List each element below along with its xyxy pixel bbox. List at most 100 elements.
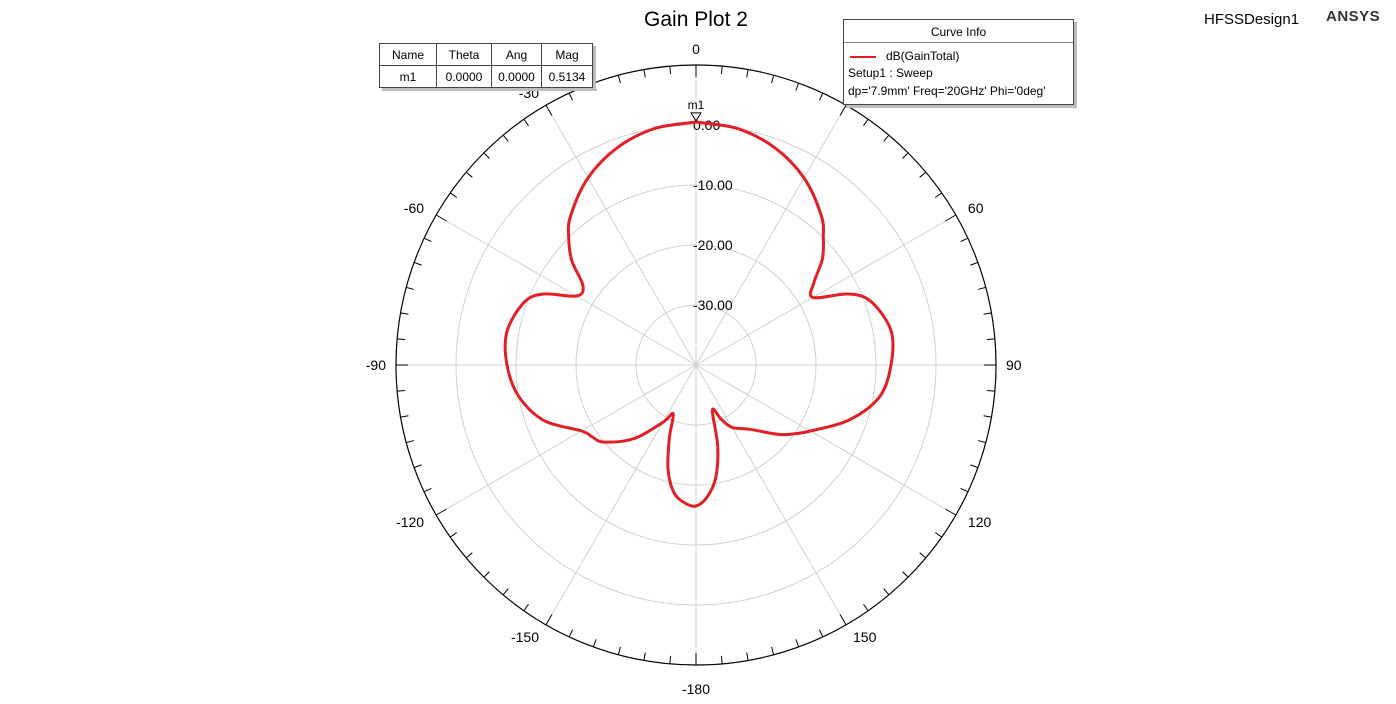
angle-tick (449, 192, 458, 198)
angle-tick (617, 75, 621, 84)
angle-tick-label: 0 (692, 41, 700, 57)
marker-label: m1 (688, 98, 705, 112)
angle-tick (839, 104, 847, 116)
marker-header-ang: Ang (491, 43, 542, 66)
angle-tick (545, 614, 553, 626)
angle-tick (617, 646, 621, 655)
radial-tick-label: -20.00 (693, 237, 733, 253)
angle-tick (746, 652, 749, 661)
angle-tick (945, 214, 957, 222)
curve-info-legend: Curve Info dB(GainTotal) Setup1 : Sweep … (843, 19, 1074, 105)
angle-tick (465, 171, 473, 178)
angle-tick (986, 338, 995, 341)
angle-tick (863, 603, 869, 612)
marker-header-name: Name (379, 43, 437, 66)
angle-tick (883, 134, 890, 142)
angle-tick (818, 92, 824, 101)
angle-tick (449, 532, 458, 538)
marker-table-header: Name Theta Ang Mag (379, 43, 593, 66)
grid-circle (455, 124, 937, 606)
angle-tick (523, 603, 529, 612)
angle-tick (983, 312, 992, 315)
angle-tick (435, 214, 447, 222)
angle-tick (945, 508, 957, 516)
angle-tick-label: 120 (968, 514, 992, 530)
grid-spoke (695, 364, 946, 510)
angle-tick (397, 389, 406, 392)
angle-tick (643, 652, 646, 661)
grid-spoke (695, 220, 946, 366)
angle-tick (883, 588, 890, 596)
angle-tick-label: -90 (366, 357, 386, 373)
legend-title: Curve Info (844, 20, 1073, 43)
angle-tick-label: 150 (853, 629, 877, 645)
angle-tick-label: -30 (519, 85, 539, 101)
angle-tick (406, 440, 415, 444)
angle-tick (720, 66, 723, 75)
angle-tick (502, 134, 509, 142)
angle-tick-label: -150 (511, 629, 539, 645)
angle-tick (483, 571, 490, 578)
angle-tick (423, 237, 432, 243)
angle-tick (839, 614, 847, 626)
marker-table: Name Theta Ang Mag m1 0.0000 0.0000 0.51… (379, 43, 593, 88)
angle-tick (465, 552, 473, 559)
angle-tick (406, 286, 415, 290)
legend-swatch (850, 56, 876, 58)
chart-title: Gain Plot 2 (644, 8, 748, 31)
angle-tick-label: -60 (404, 200, 424, 216)
angle-tick (423, 487, 432, 493)
angle-tick (568, 92, 574, 101)
angle-tick (863, 118, 869, 127)
legend-entry-name: dB(GainTotal) (886, 49, 960, 63)
angle-tick-label: 90 (1006, 357, 1022, 373)
radial-tick-label: -10.00 (693, 177, 733, 193)
series-line-gain-total[interactable] (503, 120, 895, 508)
angle-tick (643, 69, 646, 78)
marker-triangle (690, 112, 702, 122)
angle-tick (568, 629, 574, 638)
grid-spoke (551, 115, 697, 366)
angle-tick (902, 571, 909, 578)
angle-tick (818, 629, 824, 638)
legend-setup-line: Setup1 : Sweep (848, 66, 933, 80)
angle-tick (413, 261, 422, 266)
angle-tick (960, 487, 969, 493)
radial-tick-label: -30.00 (693, 297, 733, 313)
angle-tick (435, 508, 447, 516)
angle-tick (669, 66, 672, 75)
angle-tick (902, 152, 909, 159)
grid-circle (575, 244, 817, 486)
angle-tick (795, 82, 800, 91)
grid-spoke (551, 364, 697, 615)
angle-tick (983, 415, 992, 418)
marker-cell-theta: 0.0000 (436, 65, 492, 88)
marker-cell-mag: 0.5134 (541, 65, 593, 88)
marker-header-mag: Mag (541, 43, 593, 66)
angle-tick (669, 655, 672, 664)
angle-tick (771, 75, 775, 84)
angle-tick (919, 552, 927, 559)
marker-cell-ang: 0.0000 (491, 65, 542, 88)
angle-tick (986, 389, 995, 392)
angle-tick (977, 286, 986, 290)
angle-tick (771, 646, 775, 655)
grid-circle (515, 184, 877, 546)
angle-tick (400, 312, 409, 315)
angle-tick (919, 171, 927, 178)
marker-cell-name: m1 (379, 65, 437, 88)
angle-tick (413, 464, 422, 469)
design-name: HFSSDesign1 (1204, 11, 1300, 28)
legend-entry[interactable]: dB(GainTotal) (844, 43, 1073, 63)
angle-tick (746, 69, 749, 78)
angle-tick (592, 82, 597, 91)
angle-tick (977, 440, 986, 444)
marker-header-theta: Theta (436, 43, 492, 66)
angle-tick (970, 261, 979, 266)
angle-tick (502, 588, 509, 596)
angle-tick (934, 532, 943, 538)
angle-tick (523, 118, 529, 127)
grid-circle (635, 304, 757, 426)
grid-spoke (446, 364, 697, 510)
